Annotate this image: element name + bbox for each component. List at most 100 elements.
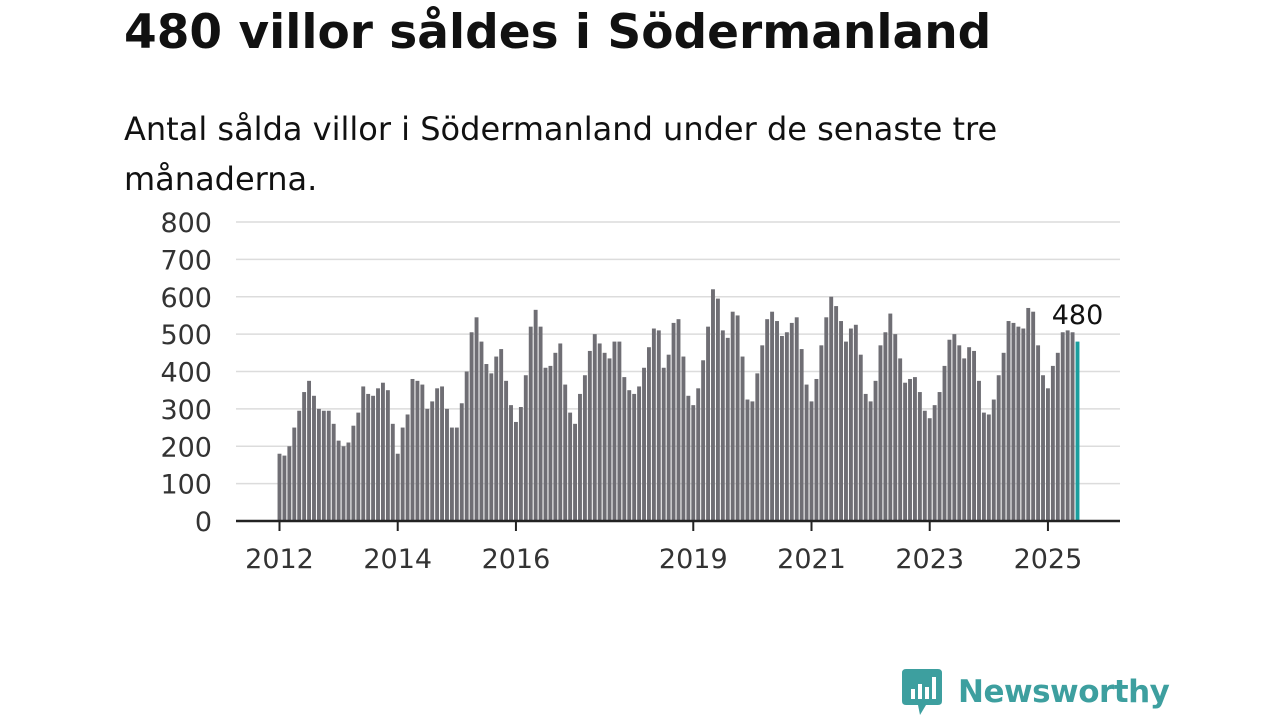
bar bbox=[770, 311, 775, 521]
bar bbox=[548, 365, 553, 521]
bar bbox=[858, 354, 863, 521]
bar bbox=[888, 313, 893, 521]
bar bbox=[661, 367, 666, 521]
bar bbox=[563, 384, 568, 521]
bar bbox=[912, 377, 917, 521]
bar bbox=[686, 395, 691, 521]
bar bbox=[681, 356, 686, 521]
x-tick-label: 2019 bbox=[659, 544, 728, 575]
bar bbox=[932, 405, 937, 521]
bar bbox=[701, 360, 706, 521]
x-tick-label: 2016 bbox=[482, 544, 551, 575]
bar bbox=[597, 343, 602, 521]
x-axis-tick-labels: 2012 2014 2016 2019 2021 2023 2025 bbox=[245, 544, 1082, 575]
bar bbox=[784, 332, 789, 521]
y-tick-label: 700 bbox=[160, 245, 212, 276]
bar bbox=[740, 356, 745, 521]
bar bbox=[819, 345, 824, 521]
bar bbox=[942, 365, 947, 521]
bar bbox=[553, 352, 558, 521]
bar bbox=[390, 423, 395, 521]
bar bbox=[582, 375, 587, 521]
bar bbox=[538, 326, 543, 521]
bar bbox=[760, 345, 765, 521]
bar bbox=[844, 341, 848, 521]
bar bbox=[607, 358, 612, 521]
bar bbox=[725, 337, 730, 521]
bar bbox=[1070, 332, 1075, 521]
bar bbox=[977, 380, 981, 521]
bar bbox=[765, 319, 770, 521]
bar bbox=[898, 358, 903, 521]
x-tick-label: 2023 bbox=[895, 544, 964, 575]
bar bbox=[592, 334, 597, 521]
y-tick-label: 0 bbox=[195, 507, 212, 538]
bar bbox=[922, 410, 927, 521]
x-axis bbox=[236, 519, 1120, 531]
bar bbox=[430, 401, 435, 521]
bar bbox=[622, 377, 627, 521]
bar bbox=[602, 352, 607, 521]
bar bbox=[917, 392, 922, 521]
bar bbox=[996, 375, 1001, 521]
x-tick-label: 2025 bbox=[1014, 544, 1083, 575]
bar bbox=[730, 311, 735, 521]
bar bbox=[908, 378, 912, 521]
bar bbox=[568, 412, 573, 521]
bar bbox=[351, 425, 356, 521]
bar bbox=[400, 427, 405, 521]
bar bbox=[292, 427, 297, 521]
bar bbox=[745, 399, 750, 521]
bar bbox=[893, 334, 898, 521]
bar bbox=[794, 317, 799, 521]
bar bbox=[287, 446, 292, 521]
bar bbox=[504, 380, 509, 521]
y-tick-label: 300 bbox=[160, 395, 212, 426]
bar bbox=[651, 328, 656, 521]
bar bbox=[711, 289, 715, 521]
bar bbox=[489, 373, 494, 521]
bar bbox=[380, 382, 385, 521]
bar bbox=[405, 414, 410, 521]
bar bbox=[494, 356, 499, 521]
bar bbox=[750, 401, 755, 521]
bar bbox=[543, 367, 548, 521]
bar bbox=[385, 390, 390, 521]
bar bbox=[371, 395, 376, 521]
bar bbox=[316, 408, 321, 521]
x-tick-label: 2012 bbox=[245, 544, 314, 575]
bar bbox=[779, 335, 784, 521]
bar bbox=[824, 317, 829, 521]
bar bbox=[903, 382, 908, 521]
bar bbox=[986, 414, 991, 521]
bar bbox=[326, 410, 331, 521]
y-tick-label: 800 bbox=[160, 208, 212, 239]
x-tick-label: 2014 bbox=[363, 544, 432, 575]
bar bbox=[1065, 330, 1070, 521]
bar bbox=[696, 388, 701, 521]
bar bbox=[789, 322, 794, 521]
bar bbox=[1060, 332, 1065, 521]
bar bbox=[366, 393, 371, 521]
bar bbox=[341, 446, 346, 521]
bar bbox=[533, 309, 538, 521]
bar bbox=[952, 334, 957, 521]
data-labels: 480 bbox=[1052, 300, 1104, 331]
x-tick-label: 2021 bbox=[777, 544, 846, 575]
bar bbox=[312, 395, 316, 521]
bar bbox=[646, 347, 651, 521]
bar bbox=[691, 405, 696, 521]
bar bbox=[632, 393, 637, 521]
bar bbox=[449, 427, 454, 521]
bar bbox=[528, 326, 533, 521]
bar bbox=[848, 328, 853, 521]
bar bbox=[1055, 352, 1060, 521]
bar bbox=[474, 317, 479, 521]
bar bbox=[321, 410, 326, 521]
bar bbox=[1006, 321, 1011, 521]
chart-subtitle: Antal sålda villor i Södermanland under … bbox=[124, 110, 998, 198]
highlight-data-label: 480 bbox=[1052, 300, 1104, 331]
bar bbox=[676, 319, 681, 521]
bar bbox=[1021, 328, 1026, 521]
